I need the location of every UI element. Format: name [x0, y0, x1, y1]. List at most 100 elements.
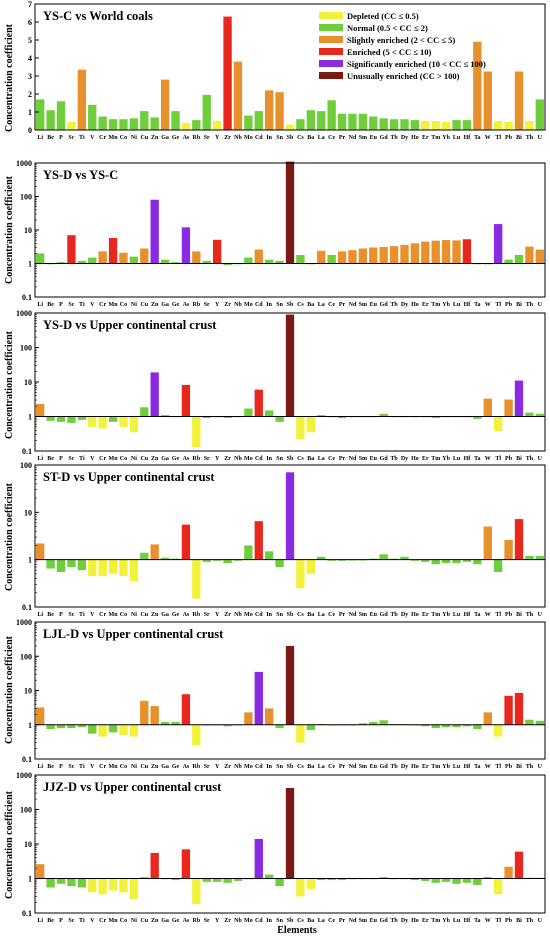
bar-sc	[67, 235, 76, 264]
bar-sc	[67, 724, 76, 729]
x-tick-label-ce: Ce	[328, 918, 335, 924]
panel-title: ST-D vs Upper continental crust	[43, 470, 215, 484]
x-tick-label-sn: Sn	[276, 135, 283, 141]
x-tick-label-zr: Zr	[224, 135, 231, 141]
bar-sb	[285, 161, 295, 264]
bar-u	[535, 99, 544, 130]
x-tick-label-sr: Sr	[204, 918, 210, 924]
x-tick-label-ba: Ba	[307, 764, 314, 770]
bar-sc	[67, 878, 76, 887]
x-tick-label-u: U	[538, 456, 543, 462]
x-tick-label-pr: Pr	[339, 456, 346, 462]
x-tick-label-sc: Sc	[68, 612, 74, 618]
x-tick-label-v: V	[90, 302, 95, 308]
x-tick-label-ga: Ga	[161, 764, 169, 770]
x-tick-label-sr: Sr	[204, 456, 210, 462]
x-tick-label-hf: Hf	[464, 302, 472, 308]
x-tick-label-co: Co	[120, 302, 127, 308]
x-tick-label-w: W	[485, 612, 491, 618]
y-axis-label-panel-5: Concentration coefficient	[4, 635, 15, 744]
bar-zn	[150, 117, 159, 130]
bar-u	[535, 720, 544, 725]
bar-be	[46, 110, 55, 130]
bar-ga	[160, 415, 170, 417]
bar-zn	[150, 852, 159, 879]
bar-cu	[140, 111, 149, 130]
x-tick-label-eu: Eu	[370, 612, 378, 618]
bar-lu	[452, 878, 461, 884]
bar-yb	[441, 121, 451, 130]
bar-co	[119, 724, 128, 736]
x-tick-label-pb: Pb	[505, 456, 513, 462]
x-tick-label-y: Y	[215, 918, 220, 924]
bar-ti	[77, 724, 86, 728]
bar-ge	[171, 558, 180, 560]
legend-swatch-slightly-enriched	[319, 36, 343, 43]
x-tick-label-cd: Cd	[255, 612, 263, 618]
bar-sn	[275, 878, 284, 887]
bar-tl	[494, 416, 503, 431]
legend-label-slightly-enriched: Slightly enriched (2 < CC ≤ 5)	[347, 35, 455, 45]
y-tick-label: 100	[20, 806, 32, 815]
legend-label-unusually-enriched: Unusually enriched (CC > 100)	[347, 71, 460, 81]
x-tick-label-ti: Ti	[79, 918, 85, 924]
legend-label-enriched: Enriched (5 < CC ≤ 10)	[347, 47, 432, 57]
x-tick-label-yb: Yb	[442, 612, 450, 618]
x-tick-label-er: Er	[422, 135, 429, 141]
bar-sc	[67, 416, 76, 423]
x-tick-label-ta: Ta	[474, 612, 480, 618]
x-tick-label-mo: Mo	[244, 612, 253, 618]
bar-pr	[337, 416, 347, 419]
x-tick-label-as: As	[183, 456, 190, 462]
x-tick-label-cu: Cu	[140, 764, 148, 770]
x-tick-label-eu: Eu	[370, 456, 378, 462]
x-tick-label-cs: Cs	[297, 302, 304, 308]
bar-er	[421, 121, 430, 130]
bar-cs	[296, 878, 305, 897]
x-tick-label-tm: Tm	[431, 918, 440, 924]
x-tick-label-p: P	[59, 612, 63, 618]
bar-yb	[441, 240, 451, 264]
x-tick-label-cs: Cs	[297, 135, 304, 141]
bar-li	[36, 404, 45, 417]
x-tick-label-hf: Hf	[464, 764, 472, 770]
bar-sr	[202, 260, 211, 264]
x-tick-label-la: La	[318, 302, 325, 308]
x-tick-label-ba: Ba	[307, 918, 314, 924]
x-tick-label-sn: Sn	[276, 456, 283, 462]
x-tick-label-ta: Ta	[474, 456, 480, 462]
bar-pb	[504, 121, 513, 130]
x-tick-label-ba: Ba	[307, 135, 314, 141]
x-tick-label-dy: Dy	[401, 135, 408, 141]
legend-label-significantly-enriched: Significantly enriched (10 < CC ≤ 100)	[347, 59, 486, 69]
y-tick-label: 0.1	[22, 293, 32, 302]
x-tick-label-p: P	[59, 918, 63, 924]
bar-pb	[504, 259, 513, 264]
bar-w	[483, 712, 492, 725]
x-tick-label-ga: Ga	[161, 918, 169, 924]
x-tick-label-cd: Cd	[255, 135, 263, 141]
x-tick-label-ge: Ge	[172, 612, 180, 618]
x-tick-label-ga: Ga	[161, 612, 169, 618]
bar-mo	[244, 712, 253, 725]
bar-in	[265, 874, 274, 879]
bar-gd	[379, 720, 388, 725]
x-tick-label-lu: Lu	[453, 456, 461, 462]
x-tick-label-ce: Ce	[328, 135, 335, 141]
bar-sn	[275, 559, 284, 567]
x-tick-label-th: Th	[526, 612, 534, 618]
x-tick-label-u: U	[538, 764, 543, 770]
x-tick-label-pr: Pr	[339, 764, 346, 770]
x-tick-label-cd: Cd	[255, 302, 263, 308]
bar-ba	[306, 110, 315, 130]
x-tick-label-zr: Zr	[224, 918, 231, 924]
y-axis-label-panel-3: Concentration coefficient	[4, 330, 15, 439]
bar-tb	[389, 246, 399, 264]
x-tick-label-la: La	[318, 612, 325, 618]
bar-cs	[296, 724, 305, 743]
panel-title: YS-D vs Upper continental crust	[43, 318, 217, 332]
panel-title: YS-D vs YS-C	[43, 168, 118, 182]
x-tick-label-dy: Dy	[401, 764, 408, 770]
bar-w	[483, 398, 492, 417]
x-tick-label-co: Co	[120, 918, 127, 924]
